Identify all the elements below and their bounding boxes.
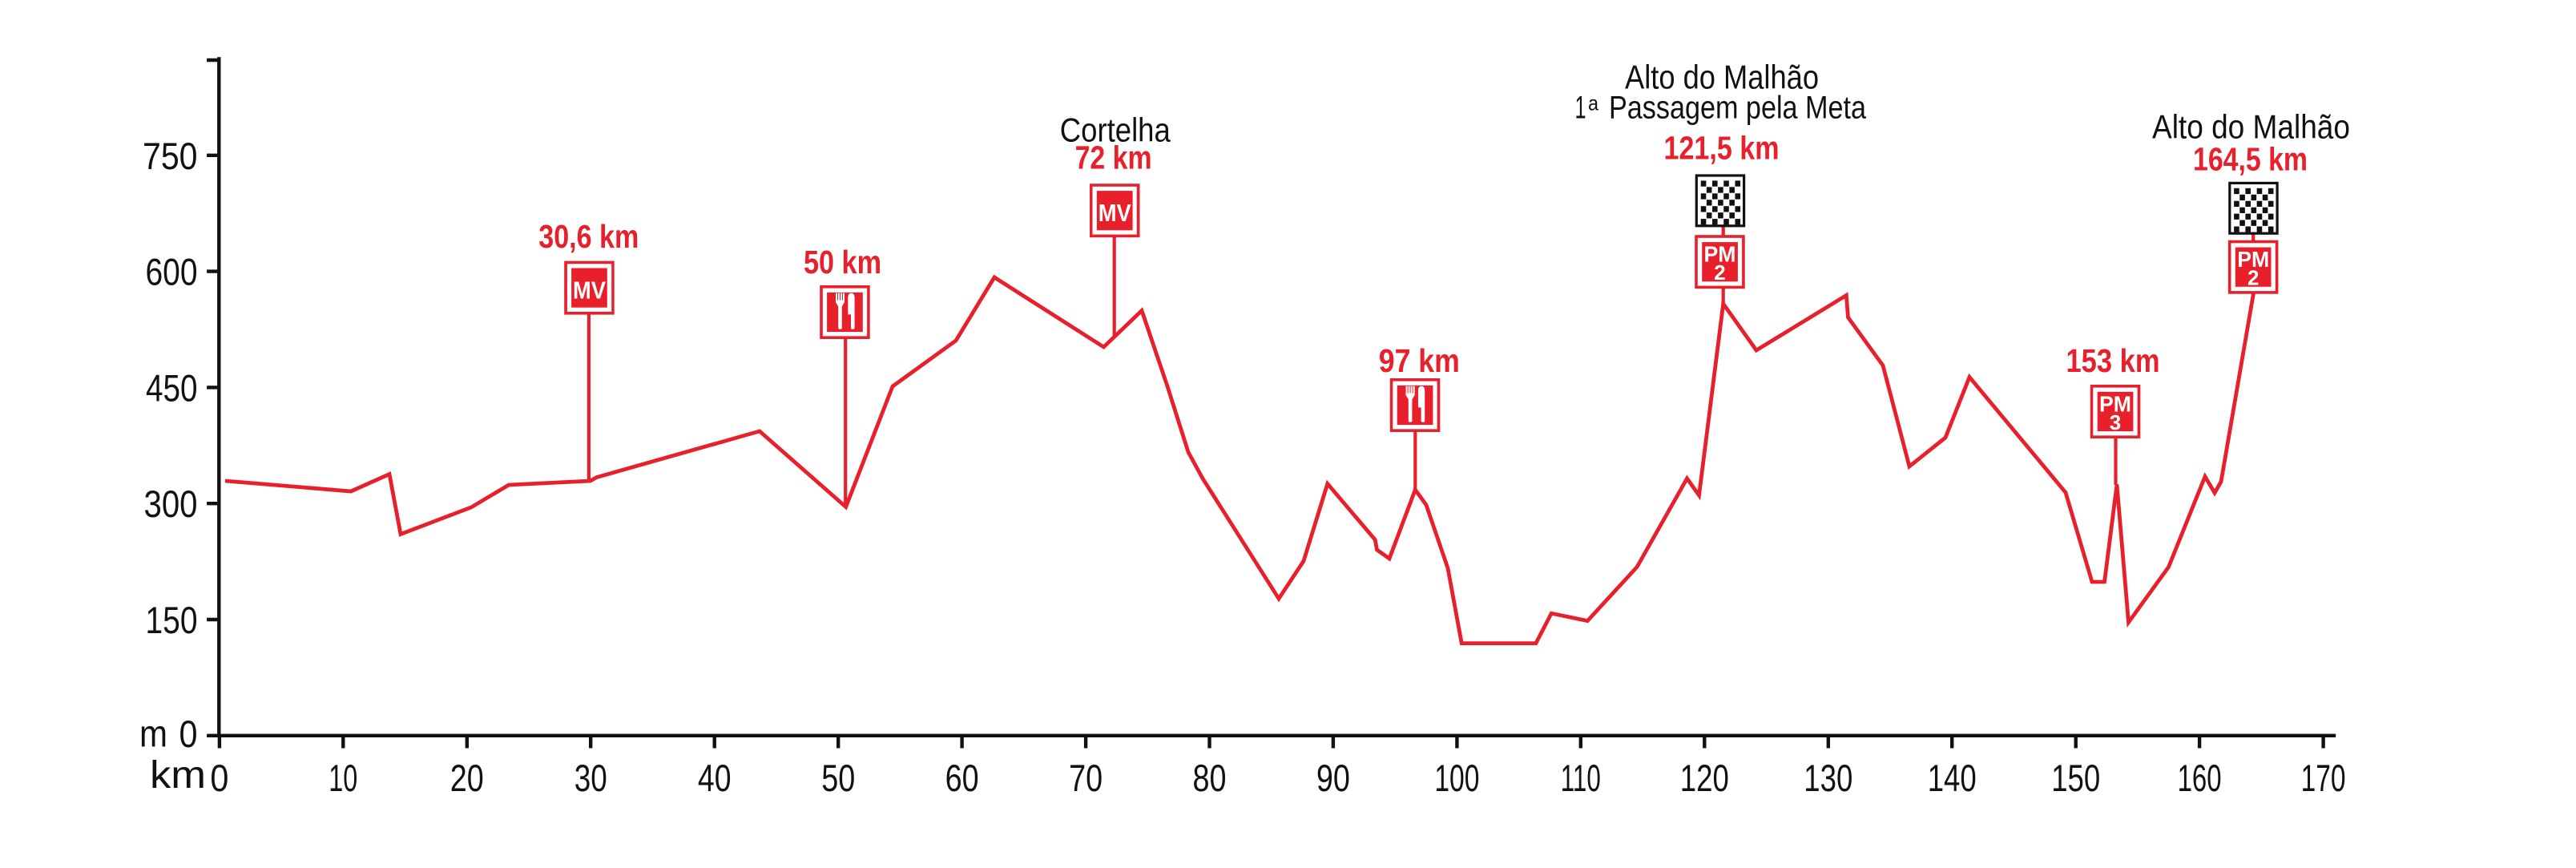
svg-text:72 km: 72 km	[1075, 139, 1152, 176]
svg-text:a: a	[1588, 91, 1598, 115]
svg-text:150: 150	[146, 599, 198, 641]
svg-text:170: 170	[2301, 757, 2346, 799]
svg-text:30: 30	[574, 757, 607, 799]
svg-text:300: 300	[144, 482, 198, 525]
svg-text:97 km: 97 km	[1379, 342, 1460, 379]
svg-text:70: 70	[1069, 757, 1103, 799]
svg-text:50 km: 50 km	[804, 244, 881, 281]
svg-text:3: 3	[2110, 410, 2121, 434]
svg-text:110: 110	[1561, 757, 1601, 799]
svg-text:750: 750	[143, 135, 198, 177]
svg-text:40: 40	[698, 757, 732, 799]
svg-text:1: 1	[1575, 91, 1586, 126]
svg-text:60: 60	[945, 757, 979, 799]
svg-text:0: 0	[210, 757, 228, 799]
svg-text:90: 90	[1316, 757, 1350, 799]
svg-text:0: 0	[179, 713, 198, 755]
svg-text:2: 2	[1714, 260, 1725, 285]
svg-text:Passagem pela Meta: Passagem pela Meta	[1609, 91, 1867, 126]
svg-text:m: m	[139, 713, 167, 755]
svg-text:10: 10	[329, 757, 357, 799]
svg-text:164,5 km: 164,5 km	[2193, 141, 2308, 178]
svg-text:20: 20	[450, 757, 484, 799]
svg-text:100: 100	[1434, 757, 1479, 799]
svg-text:160: 160	[2178, 757, 2222, 799]
svg-text:50: 50	[821, 757, 855, 799]
svg-text:120: 120	[1680, 757, 1729, 799]
svg-text:140: 140	[1928, 757, 1977, 799]
svg-text:km: km	[150, 754, 206, 797]
svg-text:Alto do Malhão: Alto do Malhão	[2152, 108, 2350, 146]
svg-text:Alto do Malhão: Alto do Malhão	[1625, 59, 1819, 96]
svg-text:PM: PM	[1704, 242, 1736, 267]
svg-text:450: 450	[146, 366, 198, 409]
svg-text:30,6 km: 30,6 km	[538, 218, 639, 255]
svg-text:2: 2	[2247, 266, 2259, 290]
svg-text:PM: PM	[2099, 392, 2131, 417]
svg-text:80: 80	[1193, 757, 1227, 799]
svg-text:PM: PM	[2237, 247, 2269, 272]
svg-text:153 km: 153 km	[2066, 342, 2160, 379]
svg-text:MV: MV	[573, 277, 606, 305]
svg-text:600: 600	[146, 251, 198, 293]
svg-text:Cortelha: Cortelha	[1060, 111, 1171, 149]
svg-text:MV: MV	[1099, 199, 1131, 227]
svg-text:121,5 km: 121,5 km	[1664, 130, 1780, 167]
svg-text:130: 130	[1804, 757, 1852, 799]
svg-text:150: 150	[2051, 757, 2100, 799]
